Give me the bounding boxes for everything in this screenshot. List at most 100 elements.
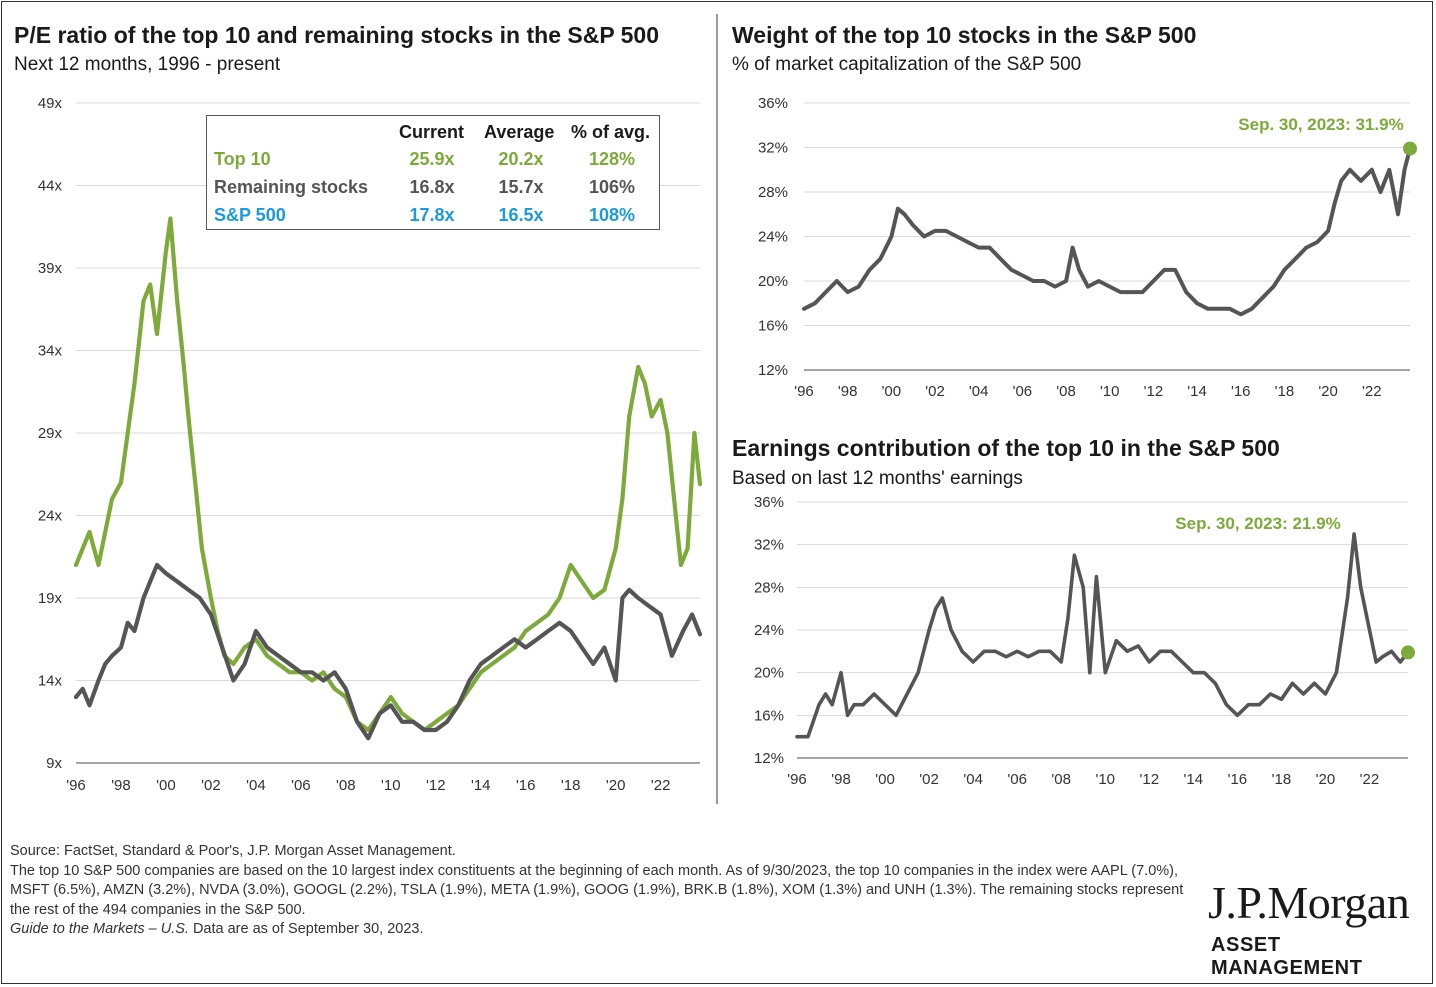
y-tick-label: 24% <box>758 229 788 246</box>
source-date-line: Guide to the Markets – U.S. Data are as … <box>10 920 1190 940</box>
left-chart-title: P/E ratio of the top 10 and remaining st… <box>14 22 660 48</box>
x-tick-label: '02 <box>925 383 945 400</box>
y-tick-label: 12% <box>758 362 788 379</box>
x-tick-label: '02 <box>919 771 939 788</box>
y-tick-label: 32% <box>758 140 788 157</box>
x-tick-label: '12 <box>426 777 446 794</box>
y-tick-label: 16% <box>754 707 784 724</box>
x-tick-label: '06 <box>291 777 311 794</box>
latest-value-annotation: Sep. 30, 2023: 21.9% <box>1175 514 1340 533</box>
x-tick-label: '04 <box>246 777 266 794</box>
y-tick-label: 9x <box>46 755 62 772</box>
table-row-label: S&P 500 <box>214 205 286 225</box>
x-tick-label: '96 <box>787 771 807 788</box>
source-line: Source: FactSet, Standard & Poor's, J.P.… <box>10 843 456 859</box>
x-tick-label: '14 <box>1187 383 1207 400</box>
table-cell-current: 17.8x <box>409 205 455 225</box>
x-tick-label: '00 <box>156 777 176 794</box>
x-tick-label: '00 <box>882 383 902 400</box>
table-cell-pct: 108% <box>588 205 636 225</box>
latest-value-marker <box>1401 645 1415 660</box>
x-tick-label: '14 <box>471 777 491 794</box>
y-tick-label: 44x <box>38 178 63 195</box>
x-tick-label: '10 <box>1095 771 1115 788</box>
y-tick-label: 16% <box>758 318 788 335</box>
x-tick-label: '20 <box>1318 383 1338 400</box>
x-tick-label: '04 <box>963 771 983 788</box>
x-tick-label: '98 <box>831 771 851 788</box>
earnings-chart-subtitle: Based on last 12 months' earnings <box>732 468 1023 489</box>
table-cell-current: 25.9x <box>409 149 455 169</box>
table-cell-average: 20.2x <box>498 149 544 169</box>
y-tick-label: 36% <box>754 494 784 511</box>
earnings-chart-title: Earnings contribution of the top 10 in t… <box>732 435 1280 461</box>
left-chart-subtitle: Next 12 months, 1996 - present <box>14 54 281 75</box>
jpmorgan-logo: J.P.Morgan <box>1208 877 1410 928</box>
x-tick-label: '14 <box>1184 771 1204 788</box>
series-line-top-10-earnings-contribution <box>795 532 1410 739</box>
y-tick-label: 28% <box>754 579 784 596</box>
x-tick-label: '10 <box>1100 383 1120 400</box>
table-cell-average: 15.7x <box>498 177 544 197</box>
x-tick-label: '18 <box>1272 771 1292 788</box>
source-notes: Source: FactSet, Standard & Poor's, J.P.… <box>10 842 1190 940</box>
x-tick-label: '96 <box>794 383 814 400</box>
x-tick-label: '20 <box>1316 771 1336 788</box>
table-header-current: Current <box>399 122 465 142</box>
x-tick-label: '98 <box>838 383 858 400</box>
series-line-remaining-stocks <box>73 562 703 741</box>
x-tick-label: '04 <box>969 383 989 400</box>
y-tick-label: 24x <box>38 508 63 525</box>
y-tick-label: 20% <box>758 273 788 290</box>
y-tick-label: 28% <box>758 184 788 201</box>
weight-chart-subtitle: % of market capitalization of the S&P 50… <box>732 54 1082 75</box>
x-tick-label: '02 <box>201 777 221 794</box>
series-line-top-10 <box>73 216 703 733</box>
x-tick-label: '16 <box>516 777 536 794</box>
table-cell-average: 16.5x <box>498 205 544 225</box>
table-cell-pct: 106% <box>588 177 636 197</box>
y-tick-label: 14x <box>38 673 63 690</box>
panel-divider <box>716 14 718 804</box>
x-tick-label: '06 <box>1013 383 1033 400</box>
y-tick-label: 29x <box>38 425 63 442</box>
table-header-pct-avg: % of avg. <box>571 122 651 142</box>
source-methodology: The top 10 S&P 500 companies are based o… <box>10 862 1184 918</box>
y-tick-label: 32% <box>754 537 784 554</box>
pe-summary-table: Current Average % of avg. Top 10 25.9x 2… <box>206 115 660 230</box>
table-cell-current: 16.8x <box>409 177 455 197</box>
series-line-top-10-weight <box>802 146 1412 317</box>
x-tick-label: '12 <box>1144 383 1164 400</box>
asset-management-tagline: ASSET MANAGEMENT <box>1211 934 1363 979</box>
x-tick-label: '12 <box>1140 771 1160 788</box>
table-row-label: Top 10 <box>214 149 271 169</box>
data-date: Data are as of September 30, 2023. <box>188 921 424 937</box>
x-tick-label: '18 <box>1275 383 1295 400</box>
y-tick-label: 49x <box>38 95 63 112</box>
y-tick-label: 39x <box>38 260 63 277</box>
x-tick-label: '16 <box>1228 771 1248 788</box>
x-tick-label: '08 <box>1056 383 1076 400</box>
latest-value-marker <box>1403 141 1417 156</box>
x-tick-label: '08 <box>336 777 356 794</box>
y-tick-label: 20% <box>754 665 784 682</box>
latest-value-annotation: Sep. 30, 2023: 31.9% <box>1238 115 1403 134</box>
y-tick-label: 34x <box>38 343 63 360</box>
y-tick-label: 12% <box>754 750 784 767</box>
x-tick-label: '08 <box>1051 771 1071 788</box>
y-tick-label: 36% <box>758 95 788 112</box>
x-tick-label: '20 <box>606 777 626 794</box>
y-tick-label: 19x <box>38 590 63 607</box>
x-tick-label: '22 <box>1360 771 1380 788</box>
x-tick-label: '98 <box>111 777 131 794</box>
x-tick-label: '96 <box>66 777 86 794</box>
table-header-average: Average <box>484 122 555 142</box>
x-tick-label: '22 <box>1362 383 1382 400</box>
x-tick-label: '00 <box>875 771 895 788</box>
x-tick-label: '10 <box>381 777 401 794</box>
table-row-label: Remaining stocks <box>214 177 369 197</box>
x-tick-label: '06 <box>1007 771 1027 788</box>
y-tick-label: 24% <box>754 622 784 639</box>
